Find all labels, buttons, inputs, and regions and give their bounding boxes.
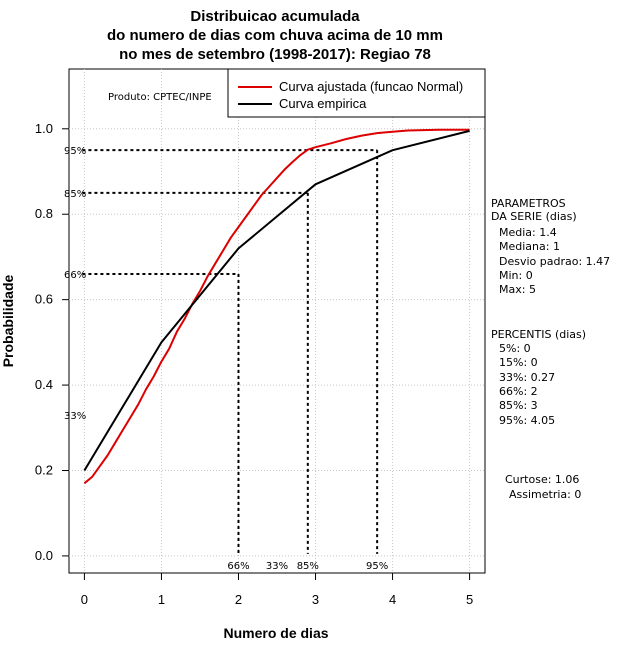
chart-title-line-1: Distribuicao acumulada: [190, 8, 360, 25]
x-tick-label: 1: [158, 592, 165, 607]
percentis-heading: PERCENTIS (dias): [491, 328, 586, 341]
y-tick-label: 0.2: [35, 462, 53, 477]
percentiles-panel: PERCENTIS (dias) 5%: 0 15%: 0 33%: 0.27 …: [491, 328, 586, 427]
bottom-percentile-label: 66%: [227, 561, 249, 572]
y-tick-label: 1.0: [35, 121, 53, 136]
x-tick-label: 5: [466, 592, 473, 607]
left-percentile-label: 66%: [64, 270, 86, 281]
producer-label: Produto: CPTEC/INPE: [108, 92, 212, 103]
percentil-66: 66%: 2: [499, 385, 538, 398]
grid: [69, 69, 485, 573]
bottom-percentile-label: 33%: [266, 561, 288, 572]
y-tick-labels: 0.0 0.2 0.4 0.6 0.8 1.0: [35, 121, 53, 563]
legend: Curva ajustada (funcao Normal) Curva emp…: [227, 68, 486, 118]
percentil-5: 5%: 0: [499, 342, 531, 355]
y-tick-label: 0.0: [35, 548, 53, 563]
axis-ticks: [62, 128, 471, 580]
x-tick-label: 3: [312, 592, 319, 607]
percentil-95: 95%: 4.05: [499, 414, 555, 427]
bottom-percentile-label: 95%: [366, 561, 388, 572]
param-max: Max: 5: [499, 283, 536, 296]
parametros-heading-2: DA SERIE (dias): [491, 210, 577, 223]
legend-label-empirical: Curva empirica: [279, 96, 367, 111]
left-percentile-label: 33%: [64, 411, 86, 422]
fitted-normal-curve: [83, 128, 470, 485]
chart-title-line-3: no mes de setembro (1998-2017): Regiao 7…: [119, 46, 431, 63]
percentil-33: 33%: 0.27: [499, 371, 555, 384]
left-percentile-label: 95%: [64, 146, 86, 157]
x-tick-label: 2: [235, 592, 242, 607]
plot-frame: [68, 68, 486, 574]
x-tick-labels: 0 1 2 3 4 5: [81, 592, 473, 607]
legend-box: [227, 68, 486, 118]
assimetria-value: Assimetria: 0: [509, 488, 581, 501]
empirical-curve: [83, 129, 470, 472]
legend-label-fitted: Curva ajustada (funcao Normal): [279, 79, 463, 94]
x-tick-label: 4: [389, 592, 396, 607]
parametros-heading-1: PARAMETROS: [491, 197, 566, 210]
x-axis-label: Numero de dias: [223, 625, 328, 641]
left-percentile-label: 85%: [64, 189, 86, 200]
param-mediana: Mediana: 1: [499, 240, 560, 253]
y-tick-label: 0.4: [35, 377, 53, 392]
x-tick-label: 0: [81, 592, 88, 607]
param-desvio: Desvio padrao: 1.47: [499, 255, 610, 268]
shape-stats-panel: Curtose: 1.06 Assimetria: 0: [505, 473, 581, 501]
param-min: Min: 0: [499, 269, 533, 282]
percentile-guides: [82, 149, 379, 554]
series-parameters-panel: PARAMETROS DA SERIE (dias) Media: 1.4 Me…: [491, 197, 610, 296]
percentil-15: 15%: 0: [499, 356, 538, 369]
param-media: Media: 1.4: [499, 226, 557, 239]
chart-title-line-2: do numero de dias com chuva acima de 10 …: [107, 27, 443, 44]
bottom-percentile-label: 85%: [297, 561, 319, 572]
y-tick-label: 0.8: [35, 206, 53, 221]
percentile-labels: 95% 85% 66% 33% 66% 33% 85% 95%: [64, 146, 388, 572]
percentil-85: 85%: 3: [499, 399, 538, 412]
y-axis-label: Probabilidade: [0, 275, 16, 368]
series-group: [83, 128, 470, 485]
y-tick-label: 0.6: [35, 292, 53, 307]
curtose-value: Curtose: 1.06: [505, 473, 579, 486]
